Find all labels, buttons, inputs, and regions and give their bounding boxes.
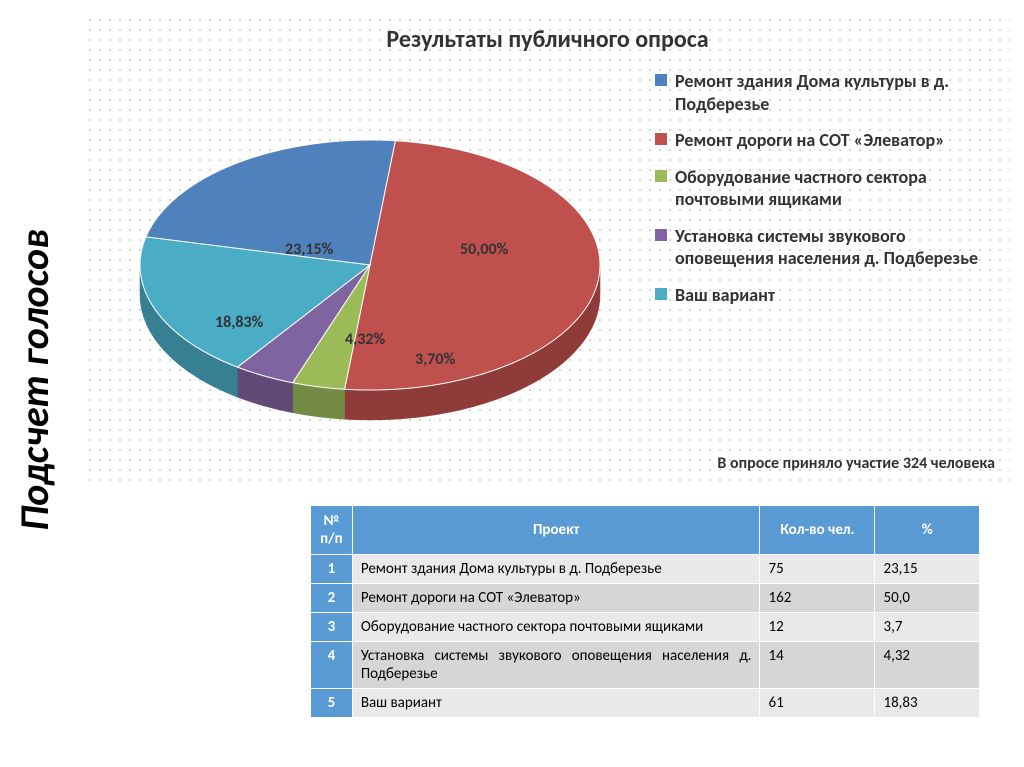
legend-label: Ваш вариант: [675, 284, 775, 307]
cell-num: 1: [311, 555, 353, 584]
legend-swatch: [655, 170, 667, 182]
legend-label: Установка системы звукового оповещения н…: [675, 225, 995, 270]
cell-percent: 3,7: [875, 613, 980, 642]
cell-count: 12: [760, 613, 875, 642]
pie-label: 18,83%: [215, 313, 263, 332]
table-row: 4Установка системы звукового оповещения …: [311, 642, 980, 689]
legend-item: Ремонт дороги на СОТ «Элеватор»: [655, 129, 995, 152]
legend-item: Ваш вариант: [655, 284, 995, 307]
cell-num: 3: [311, 613, 353, 642]
legend-item: Оборудование частного сектора почтовыми …: [655, 166, 995, 211]
legend-label: Ремонт дороги на СОТ «Элеватор»: [675, 129, 945, 152]
cell-percent: 50,0: [875, 584, 980, 613]
legend-swatch: [655, 133, 667, 145]
cell-project: Ваш вариант: [352, 689, 760, 718]
pie-label: 4,32%: [345, 330, 385, 349]
pie-label: 50,00%: [460, 240, 508, 259]
cell-project: Ремонт дороги на СОТ «Элеватор»: [352, 584, 760, 613]
legend-label: Ремонт здания Дома культуры в д. Подбере…: [675, 70, 995, 115]
legend-swatch: [655, 288, 667, 300]
legend-swatch: [655, 74, 667, 86]
cell-percent: 18,83: [875, 689, 980, 718]
cell-num: 4: [311, 642, 353, 689]
cell-percent: 4,32: [875, 642, 980, 689]
col-count: Кол-во чел.: [760, 506, 875, 555]
col-percent: %: [875, 506, 980, 555]
cell-count: 61: [760, 689, 875, 718]
cell-count: 14: [760, 642, 875, 689]
chart-title: Результаты публичного опроса: [85, 25, 1010, 54]
table-row: 2Ремонт дороги на СОТ «Элеватор»16250,0: [311, 584, 980, 613]
pie-chart: 23,15% 50,00% 3,70% 4,32% 18,83%: [105, 95, 635, 465]
col-project: Проект: [352, 506, 760, 555]
results-table: № п/п Проект Кол-во чел. % 1Ремонт здани…: [310, 505, 980, 718]
table-row: 3Оборудование частного сектора почтовыми…: [311, 613, 980, 642]
cell-num: 5: [311, 689, 353, 718]
pie-label: 23,15%: [285, 240, 333, 259]
legend-label: Оборудование частного сектора почтовыми …: [675, 166, 995, 211]
cell-project: Установка системы звукового оповещения н…: [352, 642, 760, 689]
side-title: Подсчет голосов: [10, 229, 59, 531]
participants-note: В опросе приняло участие 324 человека: [717, 454, 995, 473]
cell-count: 75: [760, 555, 875, 584]
legend-swatch: [655, 229, 667, 241]
table-header: № п/п Проект Кол-во чел. %: [311, 506, 980, 555]
table-row: 1Ремонт здания Дома культуры в д. Подбер…: [311, 555, 980, 584]
col-num: № п/п: [311, 506, 353, 555]
chart-legend: Ремонт здания Дома культуры в д. Подбере…: [655, 70, 995, 320]
cell-percent: 23,15: [875, 555, 980, 584]
cell-project: Ремонт здания Дома культуры в д. Подбере…: [352, 555, 760, 584]
cell-count: 162: [760, 584, 875, 613]
cell-num: 2: [311, 584, 353, 613]
legend-item: Установка системы звукового оповещения н…: [655, 225, 995, 270]
chart-panel: Результаты публичного опроса 23,15% 50,00…: [85, 15, 1010, 485]
legend-item: Ремонт здания Дома культуры в д. Подбере…: [655, 70, 995, 115]
table-row: 5Ваш вариант6118,83: [311, 689, 980, 718]
pie-label: 3,70%: [415, 350, 455, 369]
cell-project: Оборудование частного сектора почтовыми …: [352, 613, 760, 642]
